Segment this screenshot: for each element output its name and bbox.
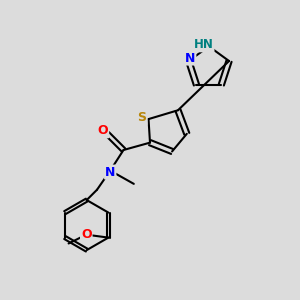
- Text: N: N: [105, 166, 116, 178]
- Text: O: O: [98, 124, 108, 137]
- Text: N: N: [185, 52, 195, 64]
- Text: O: O: [81, 228, 92, 241]
- Text: HN: HN: [194, 38, 214, 51]
- Text: S: S: [138, 111, 147, 124]
